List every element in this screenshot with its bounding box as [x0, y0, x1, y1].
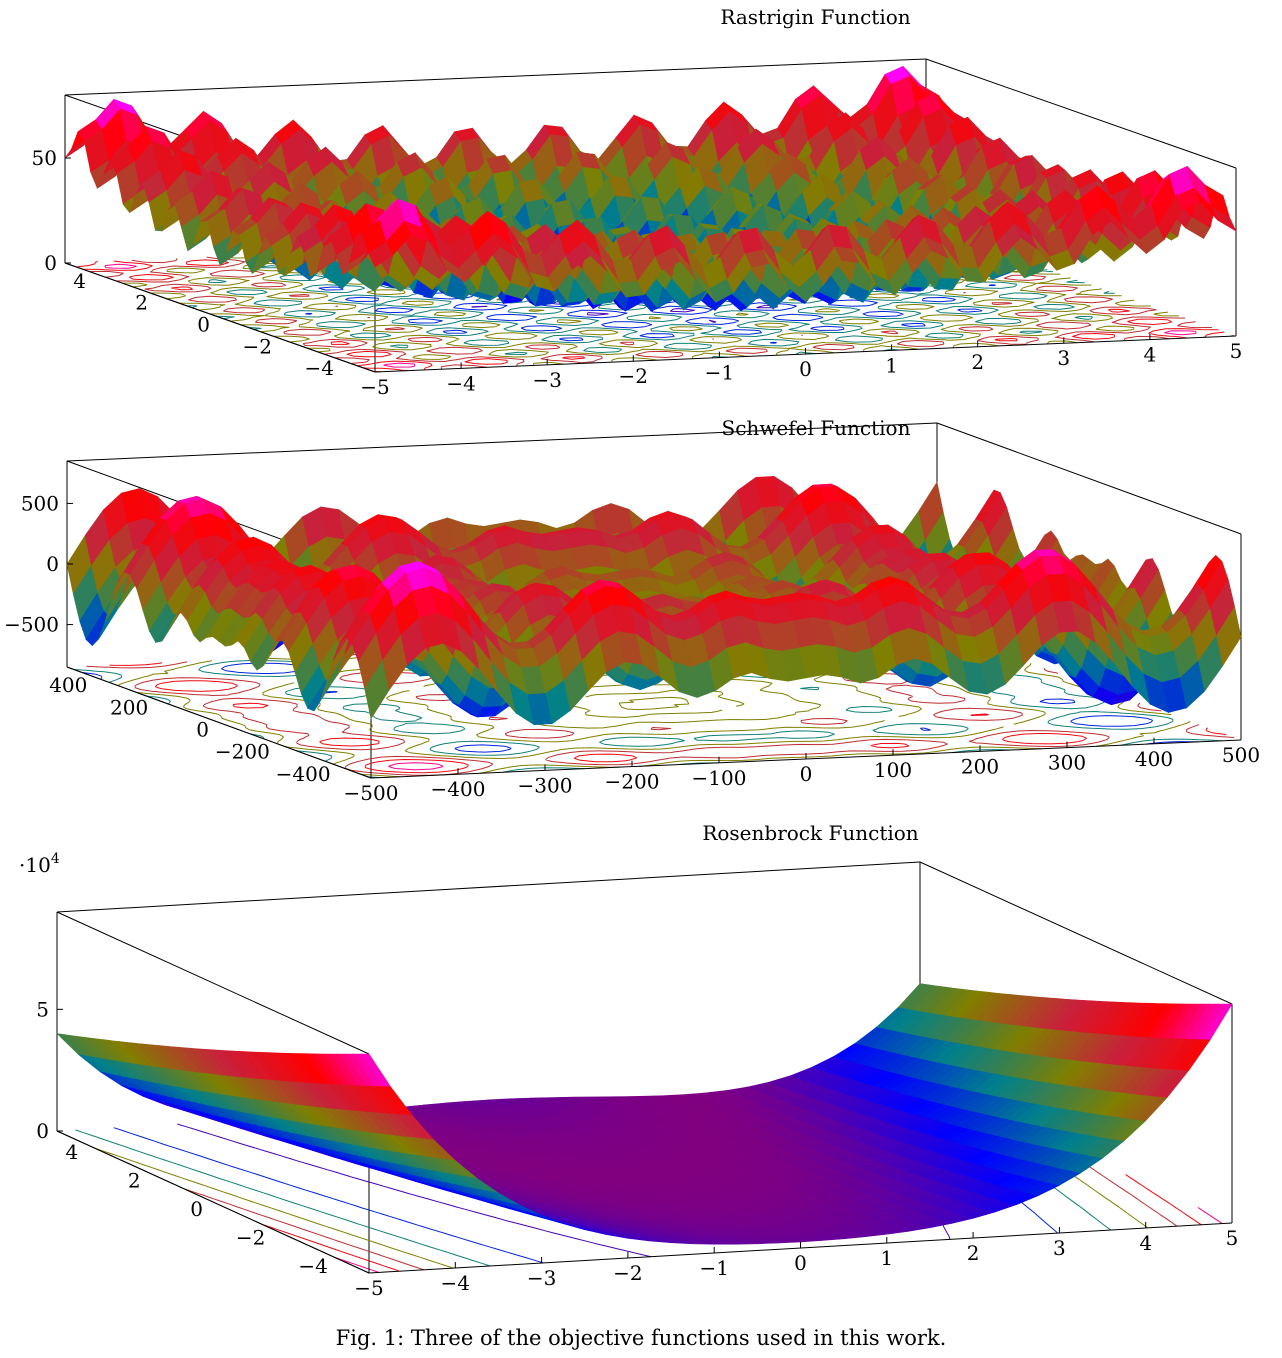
x-tick-label: 1	[885, 353, 898, 377]
surface	[66, 475, 1242, 726]
x-tick-label: −5	[354, 1276, 383, 1300]
y-tick-label: 400	[49, 673, 87, 697]
surface	[64, 65, 1237, 312]
x-tick-label: 500	[1222, 743, 1260, 767]
y-tick-label: −400	[276, 762, 331, 786]
figure-caption: Fig. 1: Three of the objective functions…	[336, 1326, 947, 1350]
y-tick-label: 2	[135, 291, 148, 315]
rastrigin-plot: Rastrigin Function −5 −4 −3 −2 −1 0 1 2 3 4 5 −4 −2 0 2…	[32, 5, 1243, 399]
z-tick-label: 5	[36, 997, 49, 1021]
x-tick-label: −300	[518, 773, 573, 797]
y-tick-label: 200	[110, 695, 148, 719]
x-tick-label: −500	[344, 781, 399, 805]
x-tick-label: 200	[961, 754, 999, 778]
y-tick-label: 0	[197, 313, 210, 337]
x-tick-label: 4	[1144, 343, 1157, 367]
x-tick-label: 4	[1139, 1231, 1152, 1255]
x-tick-label: −2	[619, 364, 648, 388]
x-tick-label: −1	[699, 1256, 728, 1280]
x-tick-label: −3	[527, 1266, 556, 1290]
y-tick-label: 4	[65, 1140, 78, 1164]
surface	[56, 983, 1233, 1245]
front-axes	[56, 1008, 1233, 1274]
x-tick-label: −2	[613, 1261, 642, 1285]
y-tick-label: −2	[243, 334, 272, 358]
rosenbrock-plot: Rosenbrock Function −5 −4 −3 −2 −1 0 1 2 3 4 5 −4 −2 0…	[19, 821, 1238, 1300]
chart-title: Rosenbrock Function	[702, 821, 918, 845]
y-tick-label: 0	[196, 718, 209, 742]
z-tick-label: 0	[44, 251, 57, 275]
chart-title: Rastrigin Function	[720, 5, 910, 29]
x-tick-label: −3	[532, 368, 561, 392]
z-tick-label: 50	[32, 146, 57, 170]
front-axes	[64, 157, 1237, 373]
x-tick-label: 5	[1230, 339, 1243, 363]
x-tick-label: 0	[799, 357, 812, 381]
z-tick-label: −500	[4, 613, 59, 637]
x-tick-label: 400	[1135, 747, 1173, 771]
y-tick-label: 4	[73, 269, 86, 293]
y-tick-label: 2	[128, 1169, 141, 1193]
z-multiplier: ·104	[19, 851, 60, 877]
x-tick-label: −5	[360, 375, 389, 399]
y-tick-label: −200	[215, 740, 270, 764]
x-tick-label: −1	[705, 361, 734, 385]
x-tick-label: 2	[967, 1241, 980, 1265]
x-tick-label: 0	[794, 1251, 807, 1275]
x-tick-label: −400	[431, 777, 486, 801]
x-tick-label: −100	[692, 766, 747, 790]
schwefel-plot: Schwefel Function−500 −400 −300 −200 −100 0 10…	[4, 416, 1260, 805]
x-tick-label: −4	[446, 371, 475, 395]
y-tick-label: 0	[190, 1197, 203, 1221]
front-axes	[66, 502, 1242, 779]
x-tick-label: 2	[971, 350, 984, 374]
z-tick-label: 0	[46, 552, 59, 576]
x-tick-label: 3	[1057, 346, 1070, 370]
x-tick-label: 1	[880, 1246, 893, 1270]
y-tick-label: −2	[236, 1225, 265, 1249]
x-tick-label: −200	[605, 770, 660, 794]
x-tick-label: 5	[1226, 1226, 1239, 1250]
x-tick-label: 100	[874, 758, 912, 782]
y-tick-label: −4	[298, 1254, 327, 1278]
y-tick-label: −4	[305, 356, 334, 380]
z-tick-label: 0	[36, 1119, 49, 1143]
x-tick-label: 300	[1048, 751, 1086, 775]
x-tick-label: −4	[441, 1271, 470, 1295]
x-tick-label: 0	[800, 762, 813, 786]
x-tick-label: 3	[1053, 1236, 1066, 1260]
z-tick-label: 500	[21, 491, 59, 515]
